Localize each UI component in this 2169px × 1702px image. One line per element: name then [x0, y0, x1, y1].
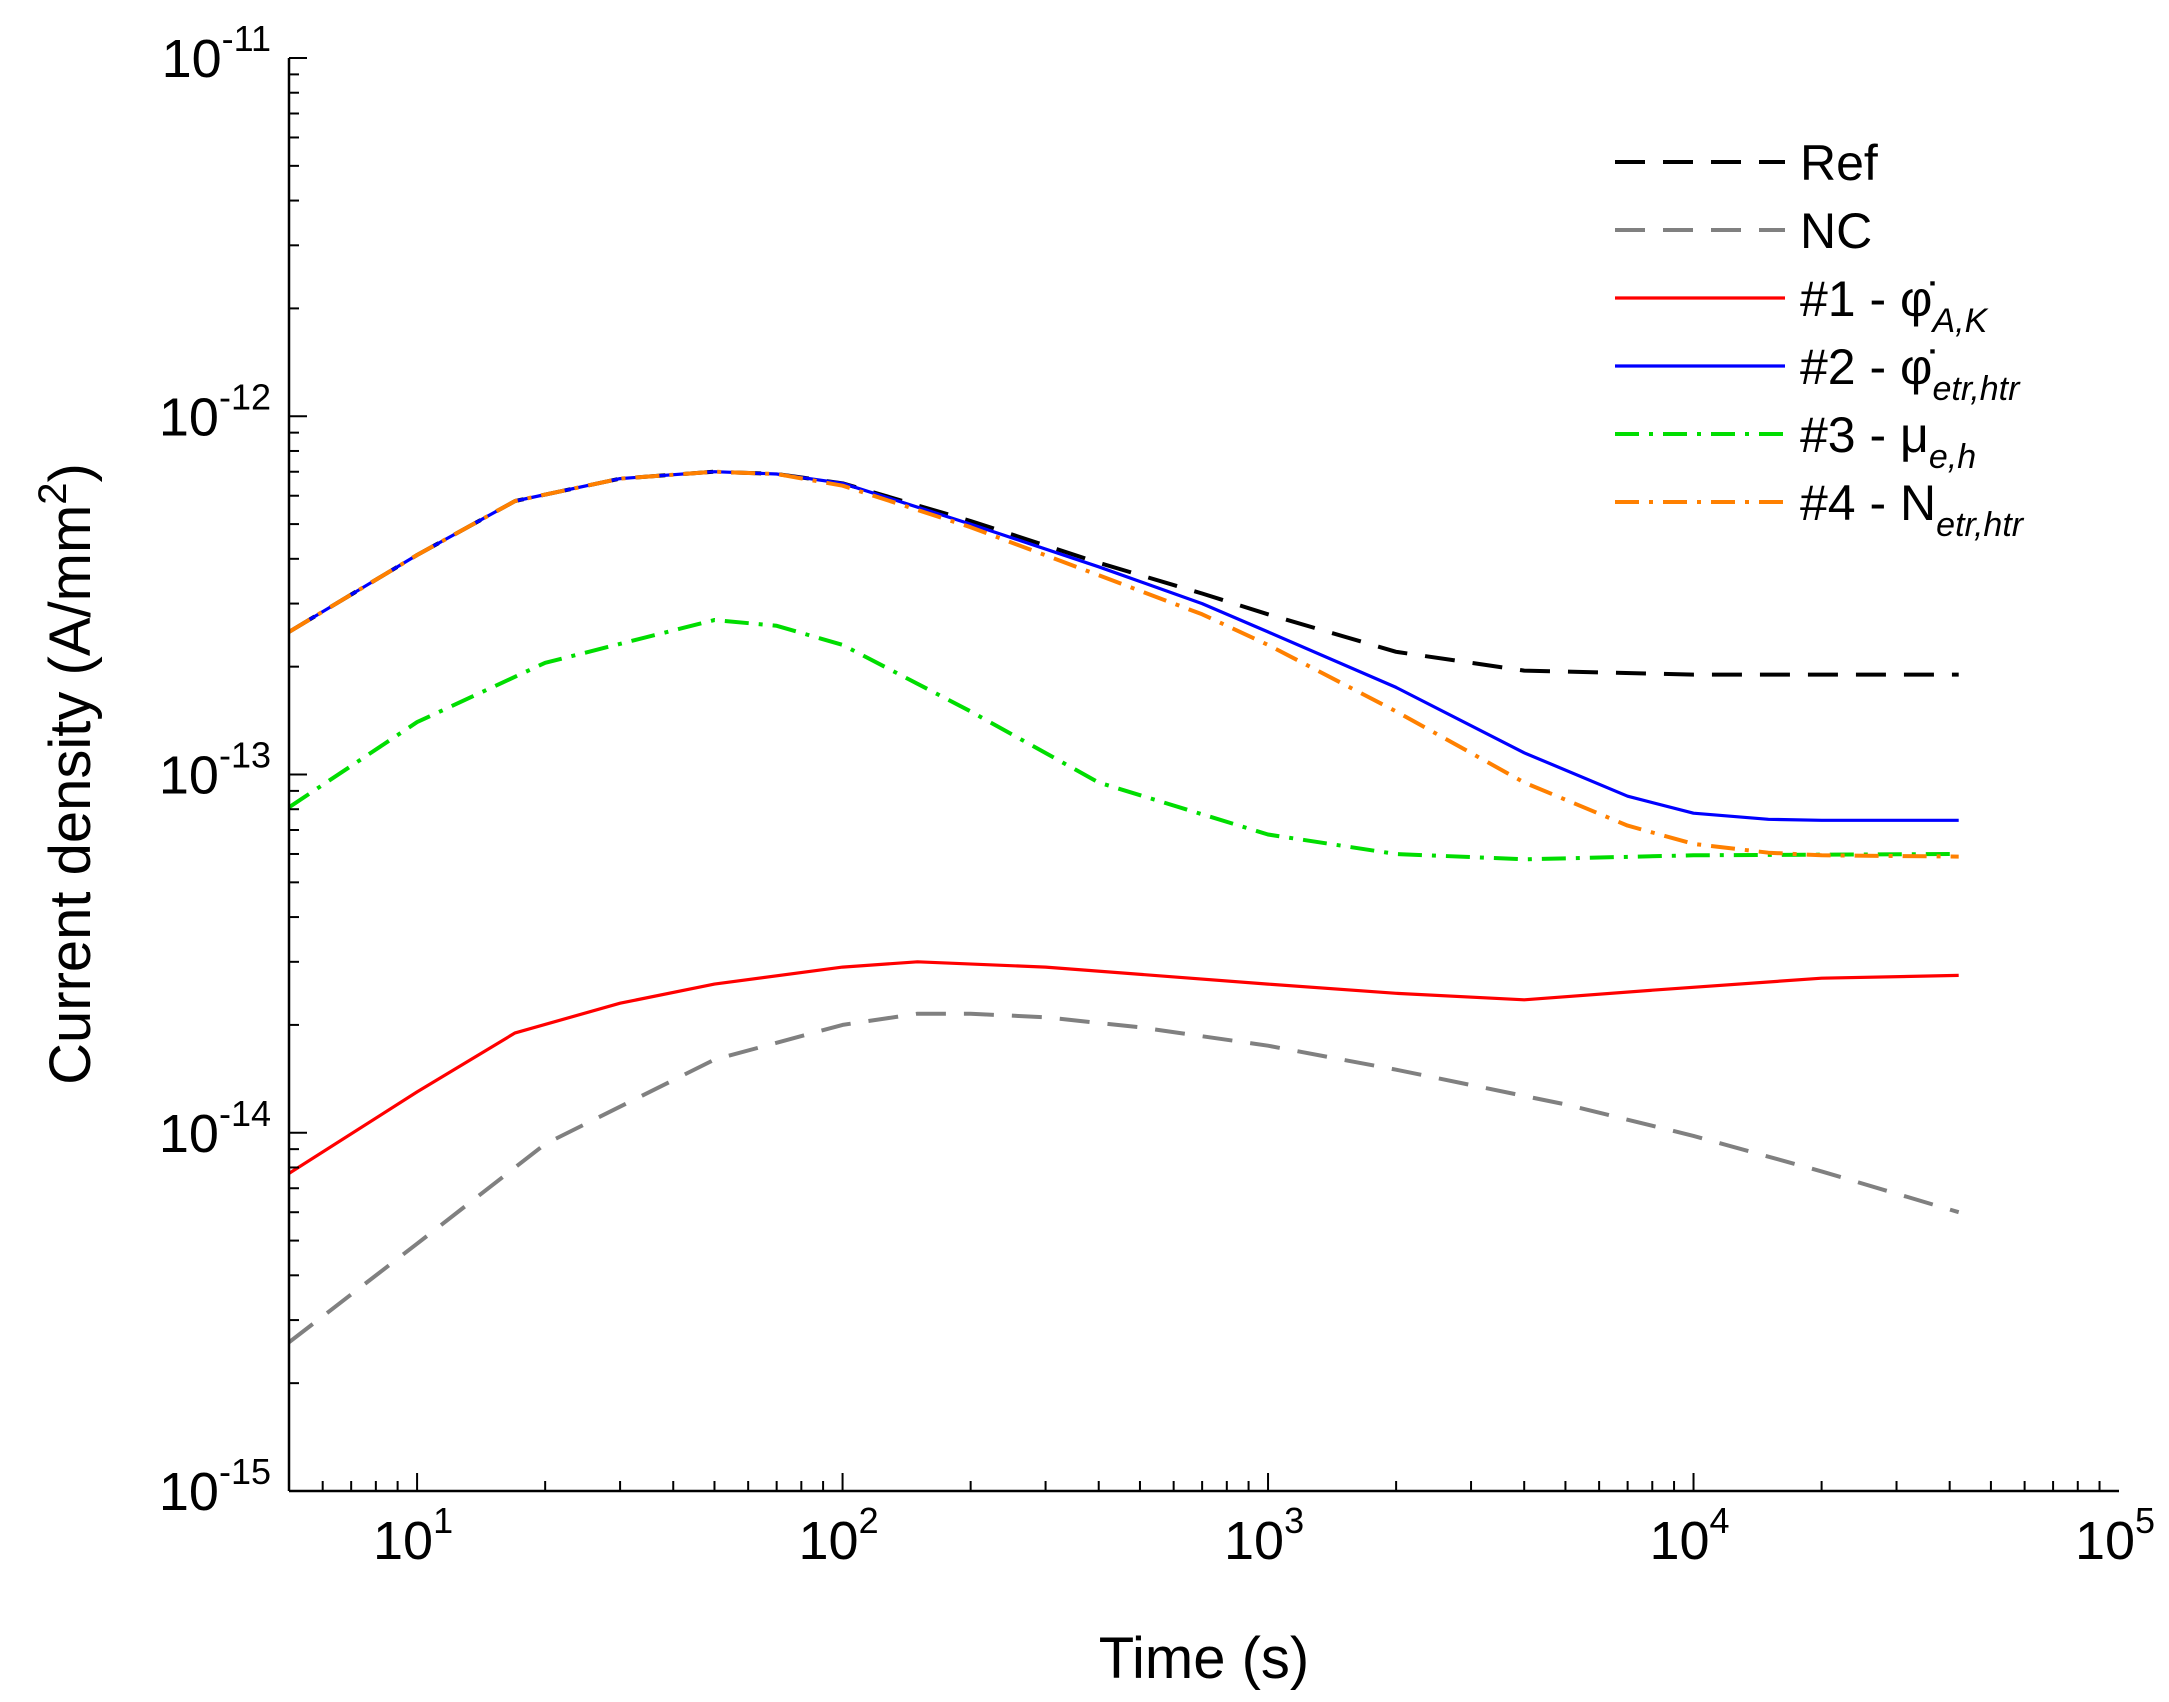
y-tick-label: 10-15 — [159, 1451, 271, 1522]
series-layer — [289, 469, 1960, 1344]
axes — [287, 57, 2119, 1493]
x-tick-label: 101 — [373, 1500, 453, 1571]
legend-label-2: NC — [1800, 203, 1872, 259]
legend-label-5: #3 - μe,h — [1800, 407, 1976, 476]
x-tick-label: 102 — [799, 1500, 879, 1571]
y-tick-label: 10-13 — [159, 735, 271, 806]
series-line-5 — [289, 618, 1959, 862]
legend-label-1: Ref — [1800, 135, 1878, 191]
series-line-1 — [289, 469, 1959, 677]
legend-label-6: #4 - Netr,htr — [1800, 475, 2025, 544]
y-tick-label: 10-11 — [162, 18, 271, 89]
tick-labels: 101 102 103 104 105 10-15 10-14 10-13 10-12 10-11 — [159, 18, 2155, 1571]
series-line-6 — [289, 469, 1959, 859]
x-axis-label: Time (s) — [1099, 1626, 1309, 1691]
legend: Ref NC #1 - φ̇A,K#2 - φ̇etr,htr#3 - μe,h#4… — [1615, 135, 2025, 544]
legend-label-4: #2 - φ̇etr,htr — [1800, 339, 2021, 408]
series-line-3 — [289, 960, 1959, 1175]
y-axis-label: Current density (A/mm2) — [31, 463, 103, 1085]
legend-label-3: #1 - φ̇A,K — [1800, 271, 1989, 340]
series-line-4 — [289, 470, 1959, 822]
y-tick-label: 10-12 — [159, 376, 271, 447]
series-line-2 — [289, 1011, 1960, 1344]
y-tick-label: 10-14 — [159, 1093, 271, 1164]
x-tick-label: 104 — [1649, 1500, 1729, 1571]
x-tick-label: 103 — [1224, 1500, 1304, 1571]
x-tick-label: 105 — [2075, 1500, 2155, 1571]
